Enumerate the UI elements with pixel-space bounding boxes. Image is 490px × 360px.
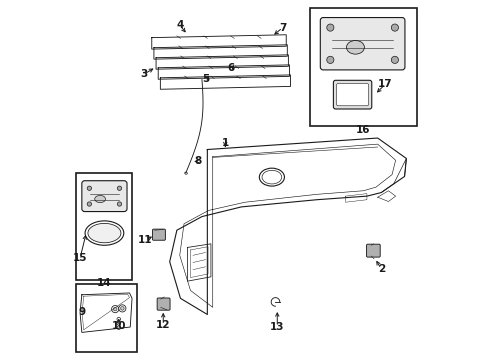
Ellipse shape	[262, 170, 282, 184]
Text: 13: 13	[270, 322, 285, 332]
Text: 8: 8	[195, 156, 202, 166]
Circle shape	[327, 24, 334, 31]
Bar	[76, 173, 132, 280]
Ellipse shape	[259, 168, 285, 186]
Text: 16: 16	[355, 125, 370, 135]
Circle shape	[117, 321, 121, 325]
Circle shape	[392, 24, 398, 31]
Text: 17: 17	[378, 79, 393, 89]
Ellipse shape	[88, 224, 121, 243]
Ellipse shape	[95, 195, 105, 203]
Text: 9: 9	[78, 307, 85, 316]
Circle shape	[327, 56, 334, 63]
Text: 15: 15	[73, 253, 87, 263]
FancyBboxPatch shape	[367, 244, 380, 257]
Text: 7: 7	[279, 23, 286, 33]
Text: 2: 2	[378, 264, 385, 274]
FancyBboxPatch shape	[337, 84, 368, 106]
Circle shape	[87, 202, 92, 206]
FancyBboxPatch shape	[333, 80, 372, 109]
Text: 1: 1	[221, 139, 229, 148]
Circle shape	[119, 305, 126, 312]
Circle shape	[112, 306, 119, 313]
Text: 6: 6	[228, 63, 235, 73]
Circle shape	[117, 186, 122, 190]
Circle shape	[113, 307, 117, 311]
Text: 14: 14	[97, 278, 112, 288]
Circle shape	[117, 326, 121, 329]
Bar	[310, 8, 417, 126]
Circle shape	[117, 202, 122, 206]
Text: 5: 5	[202, 74, 209, 84]
Text: 4: 4	[176, 20, 183, 30]
Ellipse shape	[346, 41, 365, 54]
Text: 12: 12	[156, 320, 171, 330]
FancyBboxPatch shape	[152, 229, 166, 240]
FancyBboxPatch shape	[157, 298, 170, 310]
Bar	[76, 284, 137, 352]
Circle shape	[117, 318, 121, 321]
Text: 10: 10	[112, 321, 126, 331]
Text: 3: 3	[140, 69, 147, 79]
FancyBboxPatch shape	[82, 181, 127, 212]
Circle shape	[121, 307, 124, 310]
Circle shape	[87, 186, 92, 190]
Text: 11: 11	[138, 235, 152, 245]
Circle shape	[392, 56, 398, 63]
Ellipse shape	[85, 221, 124, 245]
FancyBboxPatch shape	[320, 18, 405, 70]
